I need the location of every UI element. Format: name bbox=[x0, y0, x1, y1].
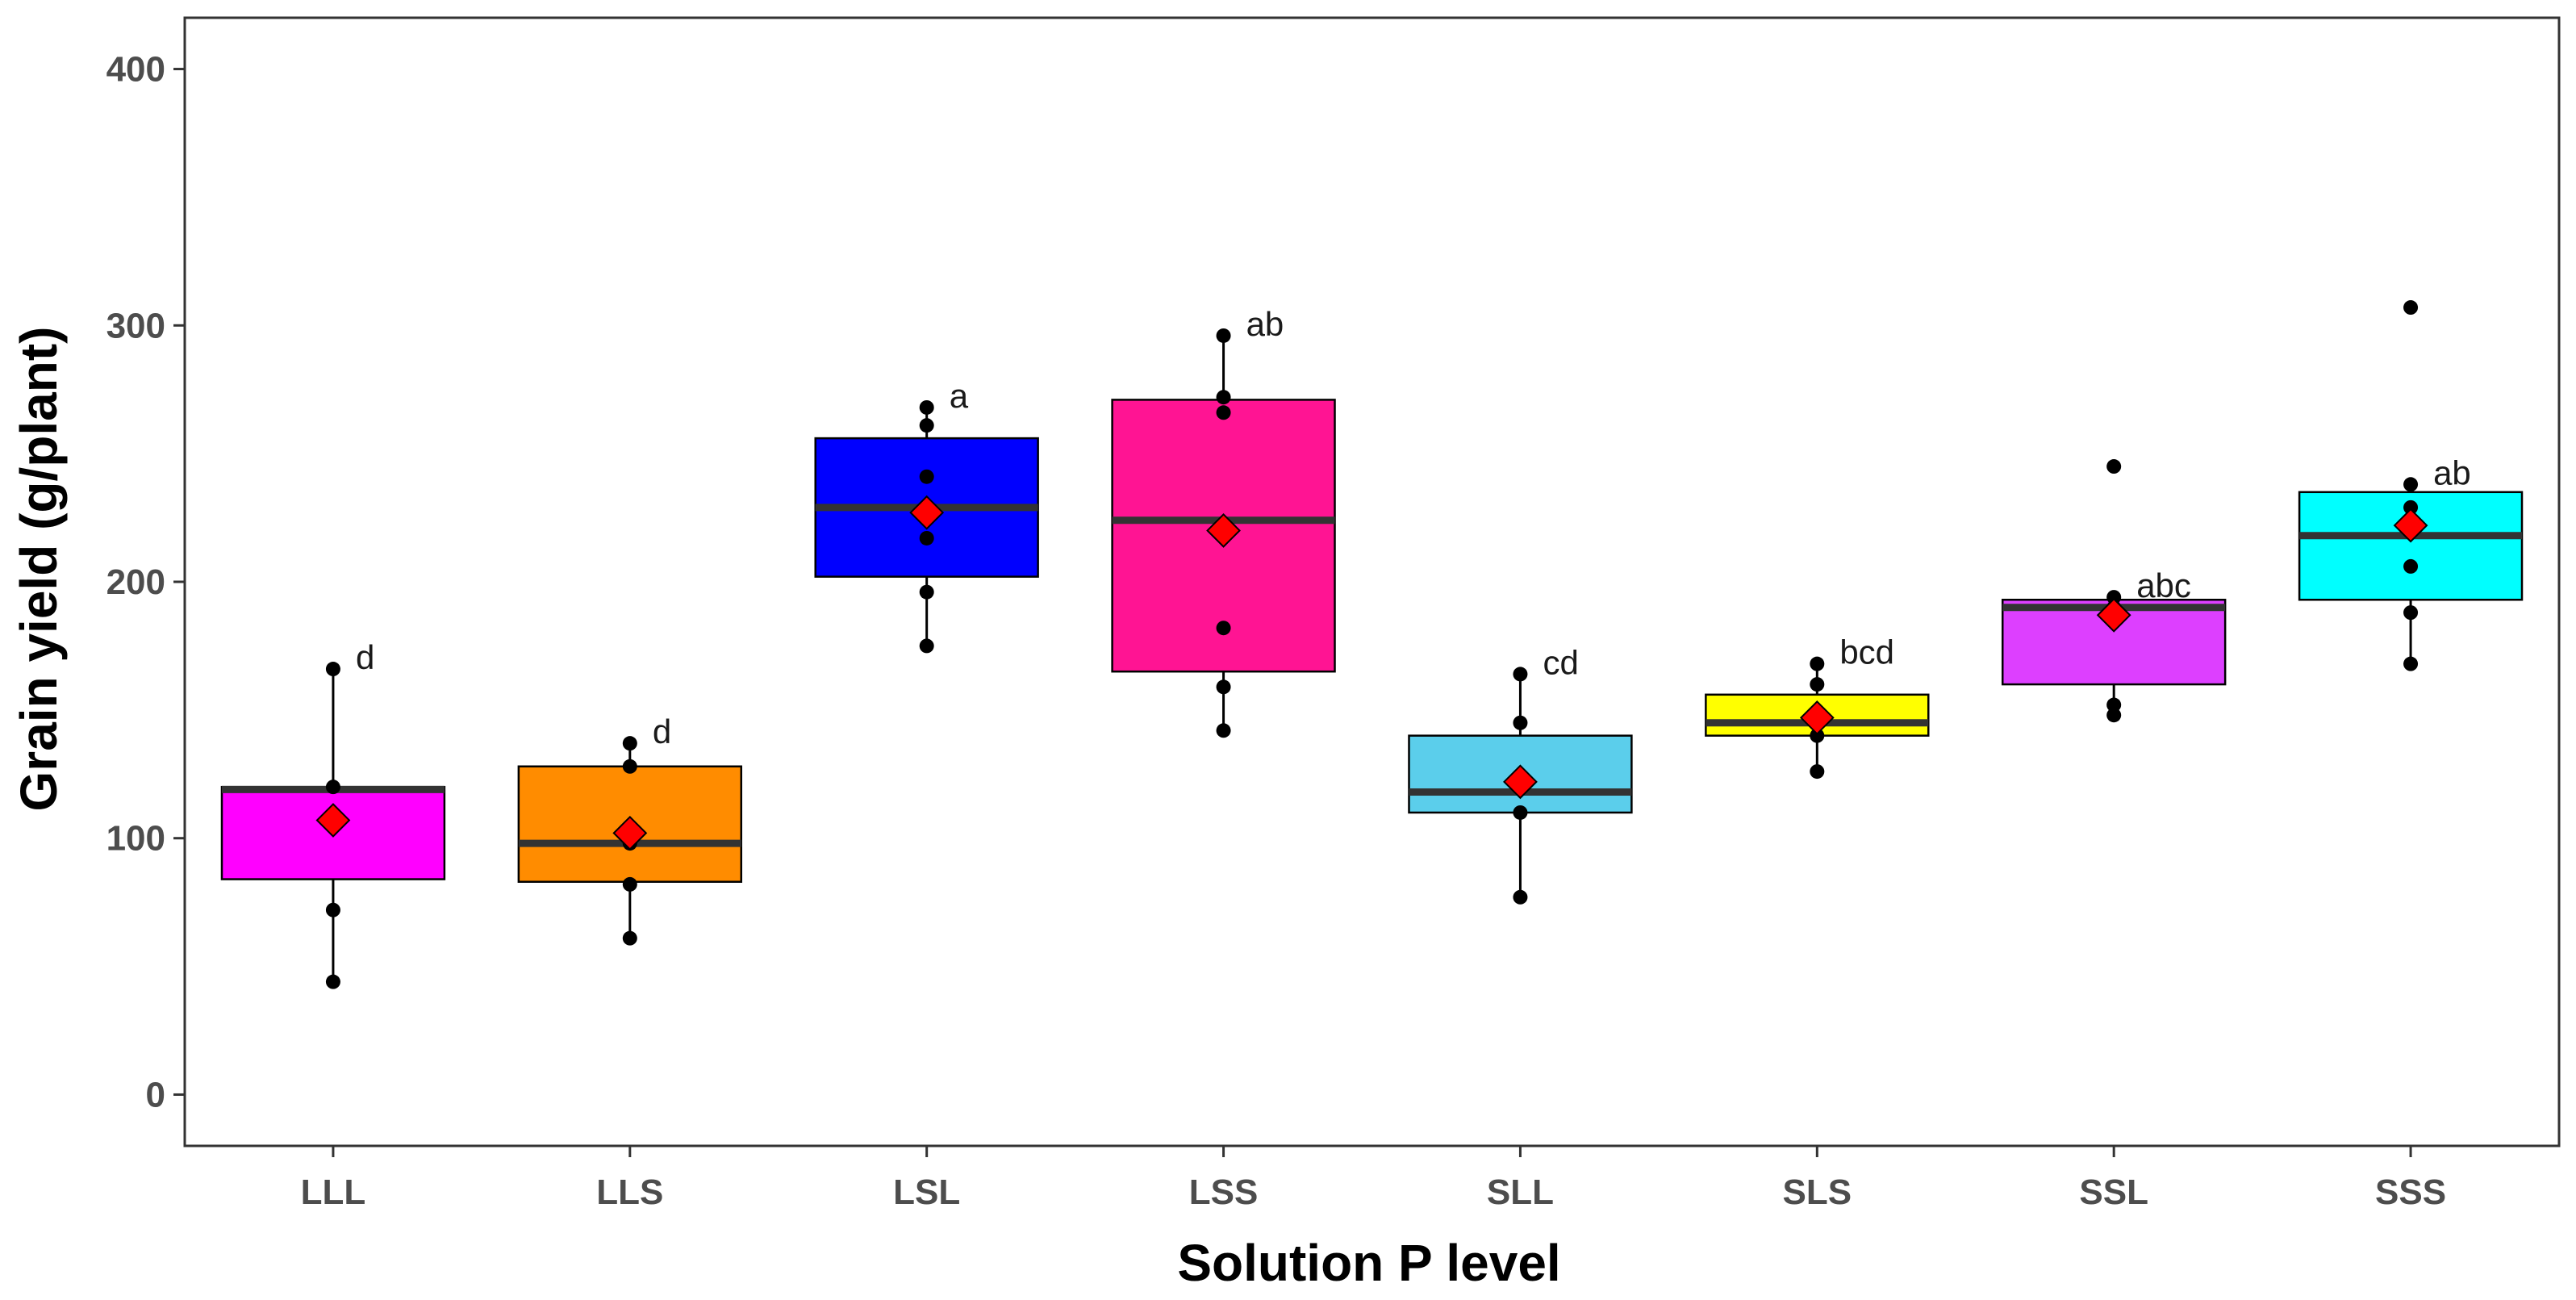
x-tick-label: SSS bbox=[2375, 1173, 2446, 1212]
mean-marker-lss bbox=[1206, 513, 1241, 548]
y-tick-label: 200 bbox=[106, 562, 165, 602]
data-point bbox=[2403, 656, 2419, 671]
plot-area: 0 100 200 300 400 d LLL d LLS a LSL ab LSS cd SLL bcd SL… bbox=[106, 16, 2561, 1212]
data-point bbox=[1216, 723, 1231, 738]
data-point bbox=[2106, 708, 2122, 723]
data-point bbox=[1216, 621, 1231, 636]
mean-marker-sll bbox=[1503, 764, 1538, 800]
significance-label-sls: bcd bbox=[1839, 633, 1894, 671]
data-point bbox=[622, 876, 637, 892]
data-point bbox=[622, 759, 637, 774]
data-point bbox=[2106, 590, 2122, 605]
mean-marker-lll bbox=[315, 803, 351, 838]
x-tick-label: LSL bbox=[893, 1173, 960, 1212]
data-point bbox=[2403, 300, 2419, 316]
data-point bbox=[2403, 477, 2419, 492]
data-point bbox=[2403, 558, 2419, 574]
significance-label-sll: cd bbox=[1543, 643, 1578, 681]
data-point bbox=[919, 638, 934, 654]
data-point bbox=[622, 736, 637, 751]
mean-marker-ssl bbox=[2096, 597, 2131, 633]
data-point bbox=[1216, 405, 1231, 420]
data-point bbox=[1810, 764, 1825, 780]
box-ssl bbox=[2001, 598, 2227, 686]
data-point bbox=[1513, 889, 1528, 905]
mean-marker-sls bbox=[1799, 700, 1835, 735]
data-point bbox=[1513, 667, 1528, 682]
plot-border bbox=[183, 16, 2561, 1147]
data-point bbox=[919, 469, 934, 484]
data-point bbox=[919, 530, 934, 545]
mean-marker-sss bbox=[2393, 508, 2428, 543]
significance-label-lll: d bbox=[356, 638, 374, 676]
data-point bbox=[1810, 728, 1825, 743]
y-axis-title: Grain yield (g/plant) bbox=[10, 327, 68, 812]
data-point bbox=[325, 780, 340, 795]
data-point bbox=[919, 584, 934, 600]
mean-marker-lsl bbox=[909, 495, 945, 530]
x-tick-label: LLL bbox=[301, 1173, 366, 1212]
x-tick-label: LLS bbox=[596, 1173, 663, 1212]
significance-label-sss: ab bbox=[2433, 454, 2471, 491]
data-point bbox=[2403, 500, 2419, 515]
significance-label-ssl: abc bbox=[2136, 566, 2191, 604]
x-tick-label: SLL bbox=[1487, 1173, 1554, 1212]
mean-marker-lls bbox=[612, 815, 648, 851]
data-point bbox=[622, 930, 637, 946]
data-point bbox=[2106, 459, 2122, 474]
x-tick-label: SSL bbox=[2079, 1173, 2148, 1212]
data-point bbox=[919, 399, 934, 415]
significance-label-lss: ab bbox=[1246, 305, 1284, 343]
data-point bbox=[2106, 697, 2122, 713]
significance-label-lls: d bbox=[653, 713, 671, 750]
x-tick-label: SLS bbox=[1783, 1173, 1852, 1212]
y-tick-label: 300 bbox=[106, 306, 165, 345]
data-point bbox=[1216, 390, 1231, 405]
data-point bbox=[1513, 715, 1528, 730]
data-point bbox=[325, 902, 340, 918]
y-tick-label: 100 bbox=[106, 819, 165, 859]
significance-label-lsl: a bbox=[950, 377, 969, 415]
data-point bbox=[1216, 679, 1231, 695]
y-tick-label: 0 bbox=[146, 1075, 165, 1114]
data-point bbox=[2403, 605, 2419, 621]
x-tick-label: LSS bbox=[1189, 1173, 1259, 1212]
data-point bbox=[325, 662, 340, 677]
data-point bbox=[919, 418, 934, 433]
data-point bbox=[1810, 656, 1825, 671]
data-point bbox=[1810, 677, 1825, 692]
x-axis-title: Solution P level bbox=[1177, 1234, 1560, 1292]
data-point bbox=[1513, 805, 1528, 820]
data-point bbox=[1216, 328, 1231, 343]
data-point bbox=[325, 974, 340, 989]
y-tick-label: 400 bbox=[106, 50, 165, 90]
